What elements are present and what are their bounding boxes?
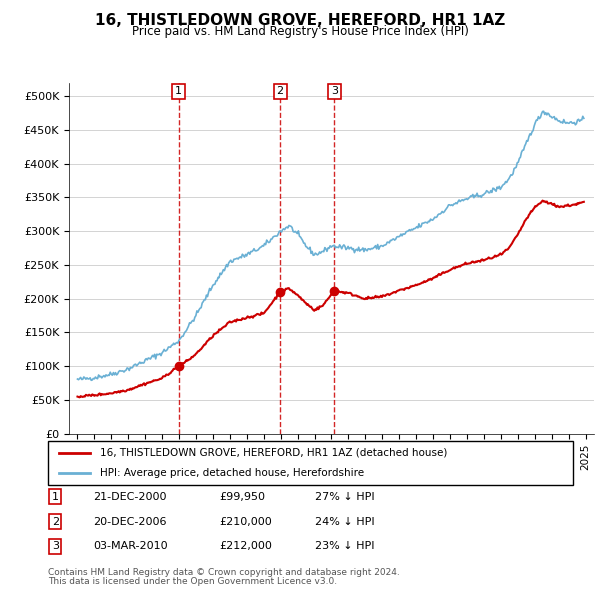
Text: 16, THISTLEDOWN GROVE, HEREFORD, HR1 1AZ (detached house): 16, THISTLEDOWN GROVE, HEREFORD, HR1 1AZ… (101, 448, 448, 458)
Text: £212,000: £212,000 (219, 542, 272, 551)
Text: Price paid vs. HM Land Registry's House Price Index (HPI): Price paid vs. HM Land Registry's House … (131, 25, 469, 38)
FancyBboxPatch shape (48, 441, 573, 485)
Text: This data is licensed under the Open Government Licence v3.0.: This data is licensed under the Open Gov… (48, 578, 337, 586)
Text: 23% ↓ HPI: 23% ↓ HPI (315, 542, 374, 551)
Text: 24% ↓ HPI: 24% ↓ HPI (315, 517, 374, 526)
Text: 20-DEC-2006: 20-DEC-2006 (93, 517, 167, 526)
Text: 1: 1 (52, 492, 59, 502)
Text: 27% ↓ HPI: 27% ↓ HPI (315, 492, 374, 502)
Text: £210,000: £210,000 (219, 517, 272, 526)
Text: HPI: Average price, detached house, Herefordshire: HPI: Average price, detached house, Here… (101, 468, 365, 478)
Text: 21-DEC-2000: 21-DEC-2000 (93, 492, 167, 502)
Text: £99,950: £99,950 (219, 492, 265, 502)
Text: 2: 2 (277, 86, 284, 96)
Text: 03-MAR-2010: 03-MAR-2010 (93, 542, 167, 551)
Text: 3: 3 (52, 542, 59, 551)
Text: 2: 2 (52, 517, 59, 526)
Text: Contains HM Land Registry data © Crown copyright and database right 2024.: Contains HM Land Registry data © Crown c… (48, 568, 400, 577)
Text: 3: 3 (331, 86, 338, 96)
Text: 16, THISTLEDOWN GROVE, HEREFORD, HR1 1AZ: 16, THISTLEDOWN GROVE, HEREFORD, HR1 1AZ (95, 13, 505, 28)
Text: 1: 1 (175, 86, 182, 96)
